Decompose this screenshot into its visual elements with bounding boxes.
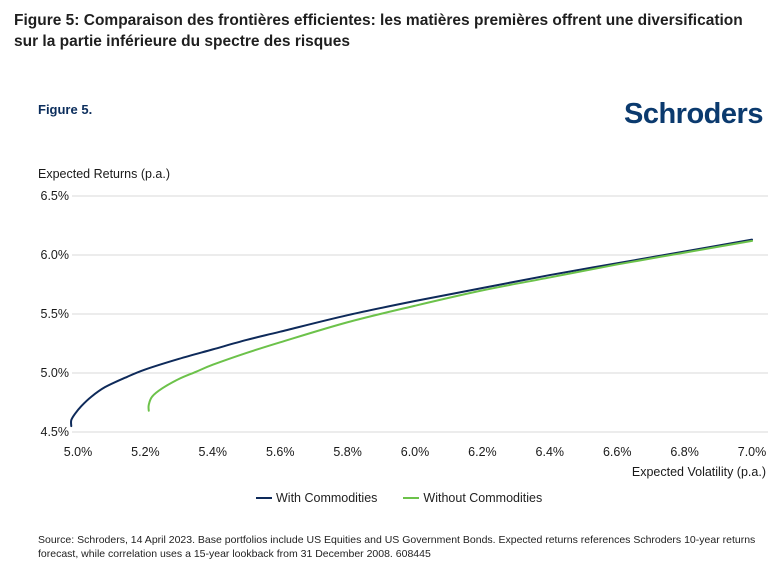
legend-item-without-commodities: Without Commodities xyxy=(403,491,542,505)
schroders-logo: Schroders xyxy=(624,98,763,130)
x-tick-label: 6.4% xyxy=(536,445,565,459)
series-line-with-commodities xyxy=(70,238,753,428)
series-lines xyxy=(70,238,753,428)
x-axis-label: Expected Volatility (p.a.) xyxy=(632,465,766,479)
legend-label-without-commodities: Without Commodities xyxy=(423,491,543,505)
legend-swatch-with-commodities xyxy=(256,497,272,499)
legend-label-with-commodities: With Commodities xyxy=(276,491,378,505)
y-tick-label: 4.5% xyxy=(41,425,70,439)
legend-swatch-without-commodities xyxy=(403,497,420,499)
y-tick-label: 5.5% xyxy=(41,307,70,321)
x-tick-label: 6.8% xyxy=(670,445,699,459)
legend: With Commodities Without Commodities xyxy=(256,491,568,505)
y-tick-label: 6.5% xyxy=(41,189,70,203)
tick-labels: 4.5% 5.0% 5.5% 6.0% 6.5% 5.0% 5.2% 5.4% 5.6% 5.8%… xyxy=(41,189,767,459)
x-tick-label: 5.0% xyxy=(64,445,93,459)
x-tick-label: 5.6% xyxy=(266,445,295,459)
source-note: Source: Schroders, 14 April 2023. Base p… xyxy=(38,534,756,560)
gridlines xyxy=(72,195,768,433)
x-tick-label: 5.8% xyxy=(333,445,362,459)
x-tick-label: 6.2% xyxy=(468,445,497,459)
y-tick-label: 6.0% xyxy=(41,248,70,262)
x-tick-label: 5.4% xyxy=(199,445,228,459)
figure-label: Figure 5. xyxy=(38,102,93,117)
y-tick-label: 5.0% xyxy=(41,366,70,380)
x-tick-label: 6.6% xyxy=(603,445,632,459)
x-tick-label: 7.0% xyxy=(738,445,767,459)
y-axis-label: Expected Returns (p.a.) xyxy=(38,167,170,181)
page-title: Figure 5: Comparaison des frontières eff… xyxy=(14,12,743,50)
series-line-without-commodities xyxy=(147,239,753,412)
x-tick-label: 5.2% xyxy=(131,445,160,459)
x-tick-label: 6.0% xyxy=(401,445,430,459)
legend-item-with-commodities: With Commodities xyxy=(256,491,377,505)
